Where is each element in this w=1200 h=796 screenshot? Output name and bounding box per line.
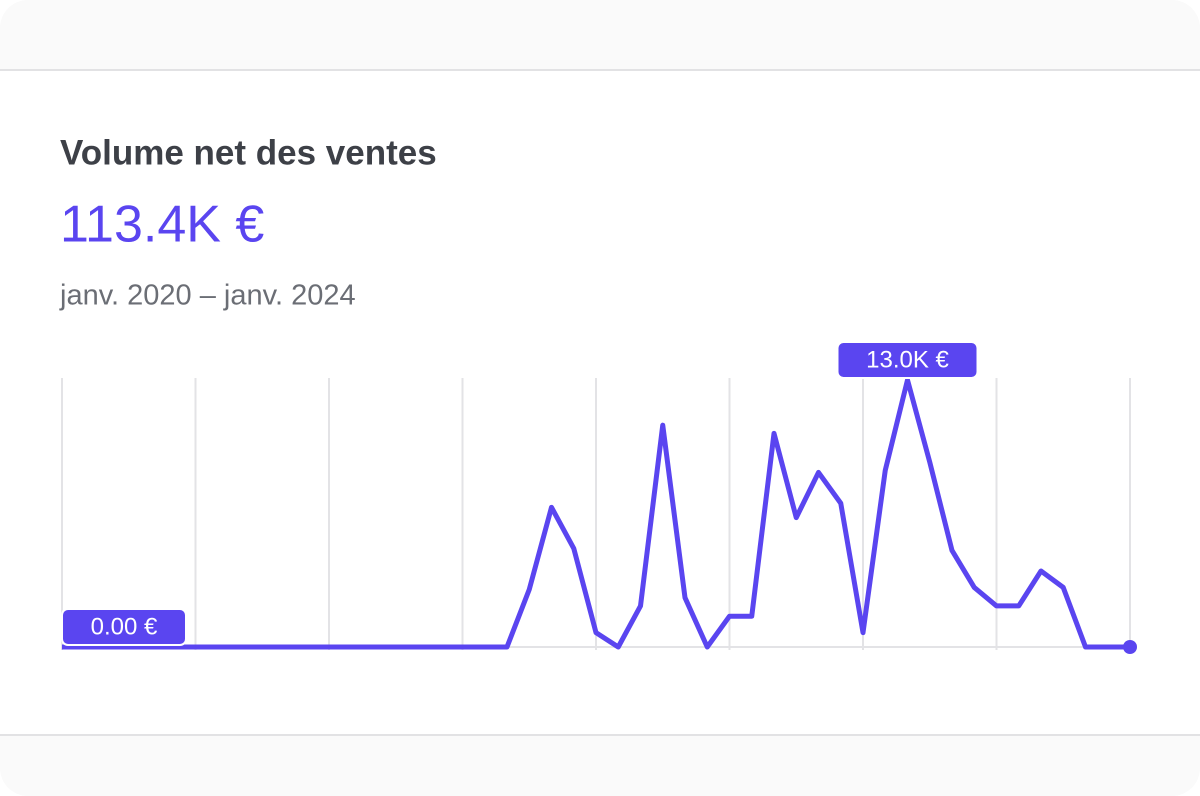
value-label: 13.0K € <box>866 346 949 373</box>
sales-line <box>62 377 1130 650</box>
value-badge <box>836 341 979 379</box>
title: Volume net des ventes <box>60 133 437 172</box>
total: 113.4K € <box>60 196 264 254</box>
end-point <box>1123 640 1137 654</box>
value-badge <box>61 608 187 646</box>
card <box>0 70 1200 735</box>
period: janv. 2020 – janv. 2024 <box>59 280 356 312</box>
value-label: 0.00 € <box>91 613 158 640</box>
